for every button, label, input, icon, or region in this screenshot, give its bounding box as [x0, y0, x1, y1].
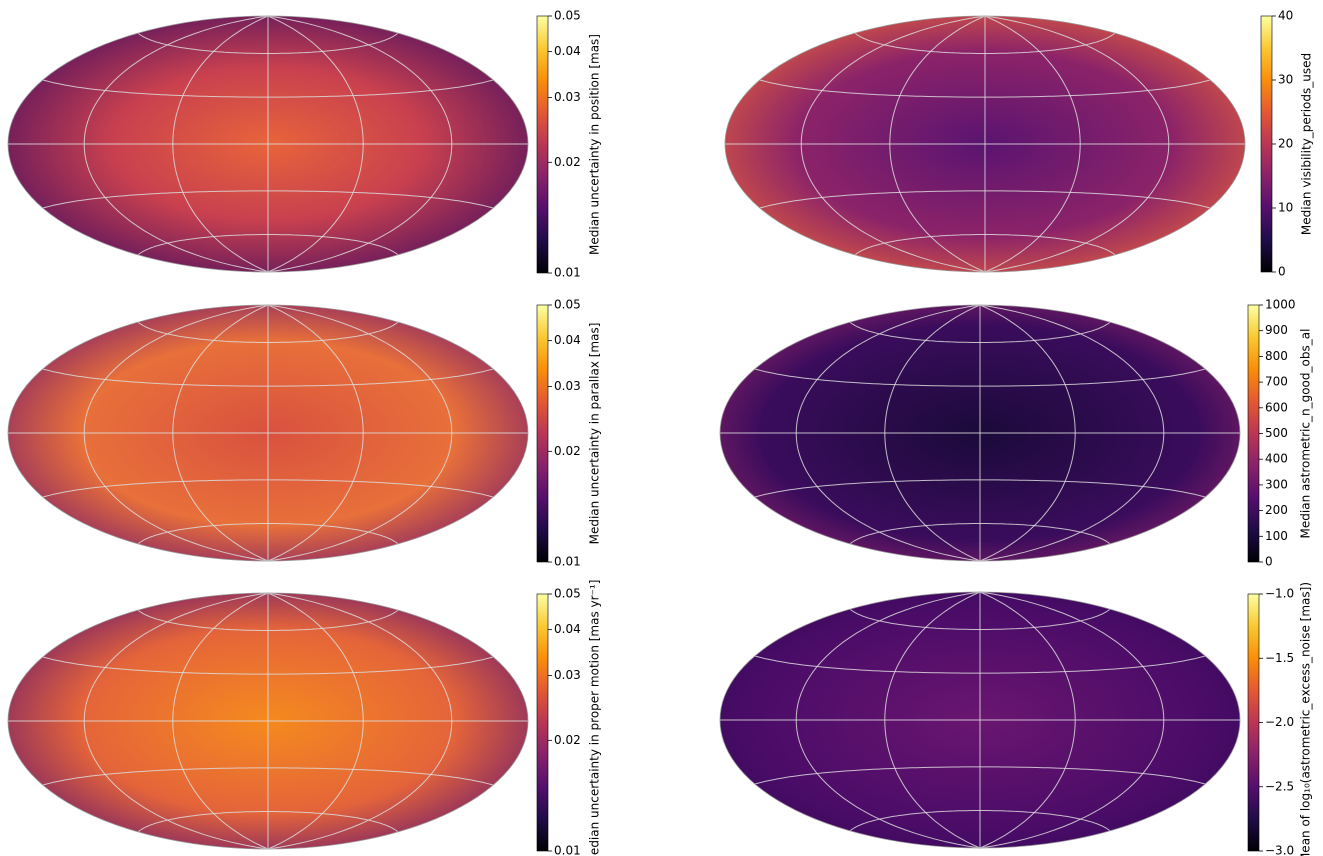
parallel — [754, 368, 1206, 387]
parallel — [137, 321, 399, 343]
parallel — [42, 79, 494, 98]
colorbar-tick-label: 0.03 — [554, 90, 581, 104]
sky-map — [724, 15, 1246, 273]
colorbar-tick-label: 900 — [1265, 323, 1288, 337]
colorbar-tick-label: 0 — [1265, 555, 1273, 569]
colorbar-tick-label: 0.03 — [554, 379, 581, 393]
parallel — [849, 321, 1111, 343]
parallel — [137, 234, 399, 256]
colorbar-tick-label: 40 — [1278, 9, 1293, 23]
colorbar-tick-label: 300 — [1265, 477, 1288, 491]
colorbar-label: Median uncertainty in parallax [mas] — [588, 323, 602, 545]
colorbar-tick-label: 10 — [1278, 201, 1293, 215]
colorbar-tick-label: 0.05 — [554, 298, 581, 312]
colorbar — [1247, 304, 1260, 563]
sky-map-outline — [724, 15, 1246, 273]
parallel — [854, 32, 1116, 54]
sky-map-outline — [7, 15, 529, 273]
colorbar — [1260, 15, 1273, 273]
parallel — [754, 766, 1206, 785]
parallel — [759, 190, 1211, 209]
parallel — [754, 479, 1206, 498]
colorbar-label: Median uncertainty in proper motion [mas… — [588, 580, 602, 856]
sky-map-outline — [719, 591, 1241, 849]
parallel — [42, 190, 494, 209]
colorbar-tick-label: 0.04 — [554, 333, 581, 347]
colorbar-tick-label: 0.04 — [554, 44, 581, 58]
colorbar-tick-label: 30 — [1278, 73, 1293, 87]
colorbar-tick-label: −1.5 — [1265, 651, 1294, 665]
colorbar-tick-label: 400 — [1265, 452, 1288, 466]
colorbar-tick-label: 0.01 — [554, 844, 581, 856]
colorbar-tick-label: 20 — [1278, 137, 1293, 151]
colorbar — [1247, 593, 1260, 852]
sky-map — [719, 591, 1241, 849]
parallel — [754, 655, 1206, 674]
parallel — [849, 523, 1111, 545]
colorbar-label: Mean of log₁₀(astrometric_excess_noise [… — [1299, 582, 1313, 856]
sky-map-outline — [719, 304, 1241, 562]
colorbar-tick-label: 0.02 — [554, 733, 581, 747]
parallel — [849, 810, 1111, 832]
colorbar-tick-label: 0 — [1278, 265, 1286, 279]
colorbar-tick-label: 100 — [1265, 529, 1288, 543]
colorbar-tick-label: −3.0 — [1265, 844, 1294, 856]
colorbar-tick-label: −1.0 — [1265, 587, 1294, 601]
sky-map — [7, 592, 529, 850]
colorbar-tick-label: 800 — [1265, 349, 1288, 363]
parallel — [42, 368, 494, 387]
parallel — [759, 79, 1211, 98]
sky-map — [7, 15, 529, 273]
parallel — [849, 608, 1111, 630]
parallel — [854, 234, 1116, 256]
sky-map-outline — [7, 304, 529, 562]
colorbar-tick-label: −2.0 — [1265, 715, 1294, 729]
sky-map-outline — [7, 592, 529, 850]
colorbar — [536, 593, 549, 852]
colorbar — [536, 304, 549, 563]
colorbar — [536, 15, 549, 274]
colorbar-tick-label: −2.5 — [1265, 779, 1294, 793]
colorbar-tick-label: 0.02 — [554, 155, 581, 169]
colorbar-tick-label: 0.01 — [554, 266, 581, 280]
colorbar-tick-label: 0.01 — [554, 555, 581, 569]
colorbar-tick-label: 200 — [1265, 503, 1288, 517]
colorbar-tick-label: 0.03 — [554, 668, 581, 682]
colorbar-label: Median uncertainty in position [mas] — [588, 34, 602, 255]
colorbar-label: Median astrometric_n_good_obs_al — [1299, 329, 1313, 539]
parallel — [137, 811, 399, 833]
sky-map — [719, 304, 1241, 562]
parallel — [137, 609, 399, 631]
colorbar-tick-label: 0.02 — [554, 444, 581, 458]
sky-map — [7, 304, 529, 562]
parallel — [42, 479, 494, 498]
parallel — [42, 656, 494, 675]
colorbar-tick-label: 1000 — [1265, 298, 1296, 312]
parallel — [42, 767, 494, 786]
colorbar-tick-label: 700 — [1265, 375, 1288, 389]
colorbar-label: Median visibility_periods_used — [1300, 53, 1314, 235]
colorbar-tick-label: 600 — [1265, 400, 1288, 414]
colorbar-tick-label: 500 — [1265, 426, 1288, 440]
colorbar-tick-label: 0.05 — [554, 9, 581, 23]
colorbar-tick-label: 0.04 — [554, 622, 581, 636]
parallel — [137, 32, 399, 54]
colorbar-tick-label: 0.05 — [554, 587, 581, 601]
parallel — [137, 523, 399, 545]
